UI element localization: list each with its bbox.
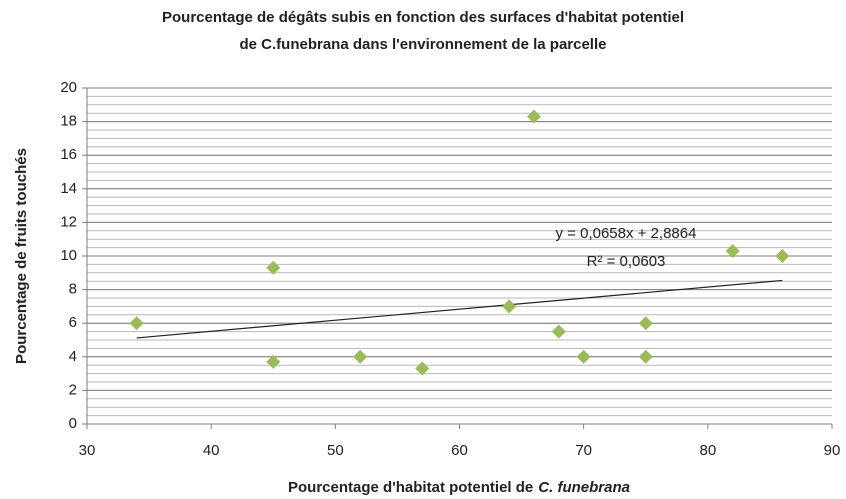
trendline-equation: y = 0,0658x + 2,8864 [556, 225, 697, 242]
y-tick-label: 16 [60, 146, 77, 163]
trendline [136, 279, 783, 339]
chart-title: Pourcentage de dégâts subis en fonction … [162, 9, 684, 26]
point [266, 260, 281, 275]
point [725, 243, 740, 258]
trendline-r2: R² = 0,0603 [587, 253, 666, 270]
point [353, 349, 368, 364]
x-tick-label: 30 [79, 442, 96, 459]
point [638, 316, 653, 331]
x-tick-label: 90 [824, 442, 841, 459]
x-tick-label: 50 [327, 442, 344, 459]
y-tick-label: 6 [69, 314, 77, 331]
y-tick-label: 4 [69, 348, 77, 365]
y-tick-label: 10 [60, 247, 77, 264]
y-tick-label: 2 [69, 381, 77, 398]
point [551, 324, 566, 339]
point [527, 109, 541, 124]
y-tick-label: 0 [69, 415, 77, 432]
x-tick-label: 40 [203, 442, 220, 459]
y-tick-label: 20 [60, 79, 77, 96]
point [775, 249, 790, 263]
point [502, 299, 517, 314]
point [638, 349, 653, 364]
point [576, 349, 591, 364]
x-axis-label-part: C. funebrana [538, 479, 630, 496]
y-tick-label: 12 [60, 213, 77, 230]
x-tick-label: 70 [575, 442, 592, 459]
y-tick-label: 18 [60, 113, 77, 130]
x-axis-label: Pourcentage d'habitat potentiel de C. fun… [288, 479, 630, 496]
y-tick-label: 8 [69, 281, 77, 298]
y-axis-label: Pourcentage de fruits touchés [13, 148, 30, 364]
y-tick-label: 14 [60, 180, 77, 197]
x-tick-label: 80 [699, 442, 716, 459]
x-axis-label-part: Pourcentage d'habitat potentiel de [288, 479, 533, 496]
point [129, 316, 144, 331]
point [266, 354, 281, 369]
x-tick-label: 60 [451, 442, 468, 459]
point [415, 361, 430, 376]
chart-title: de C.funebrana dans l'environnement de l… [239, 36, 606, 53]
